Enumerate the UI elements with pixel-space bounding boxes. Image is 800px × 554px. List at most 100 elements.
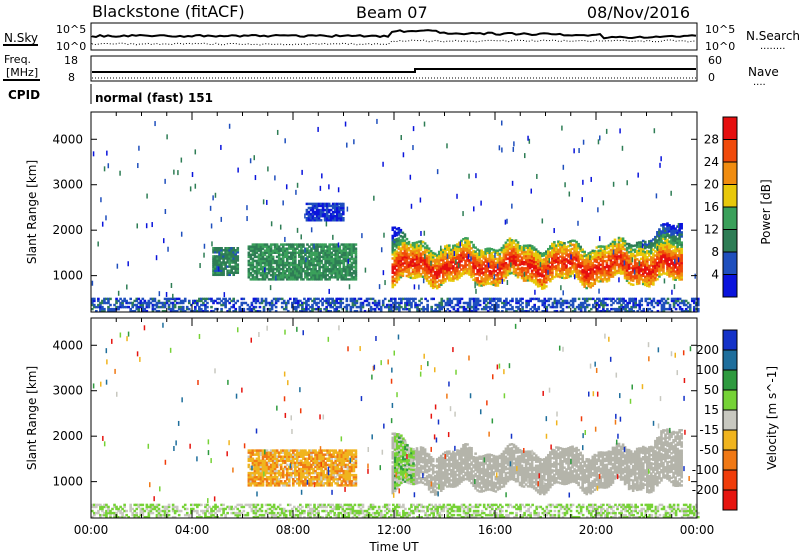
noise-speck <box>528 138 531 144</box>
heatmap-cell <box>632 297 635 301</box>
heatmap-cell <box>277 272 281 275</box>
heatmap-cell <box>605 269 609 273</box>
heatmap-cell <box>319 202 323 206</box>
noise-speck <box>582 139 585 145</box>
heatmap-cell <box>269 253 273 257</box>
heatmap-cell <box>536 270 540 274</box>
heatmap-cell <box>323 299 326 303</box>
heatmap-cell <box>141 305 145 309</box>
heatmap-cell <box>247 274 251 277</box>
heatmap-cell <box>555 258 558 262</box>
heatmap-cell <box>585 260 589 263</box>
heatmap-cell <box>413 250 417 253</box>
heatmap-cell <box>281 259 285 263</box>
heatmap-cell <box>672 243 675 246</box>
heatmap-cell <box>407 267 411 270</box>
heatmap-cell <box>107 309 110 313</box>
heatmap-cell <box>557 242 560 245</box>
noise-speck <box>402 152 405 158</box>
heatmap-cell <box>625 259 629 262</box>
heatmap-cell <box>232 251 236 254</box>
heatmap-cell <box>157 305 161 309</box>
heatmap-cell <box>405 250 409 253</box>
noise-speck <box>262 199 265 205</box>
heatmap-cell <box>666 255 669 258</box>
heatmap-cell <box>466 243 469 246</box>
noise-speck <box>436 169 439 175</box>
heatmap-cell <box>555 244 558 247</box>
heatmap-cell <box>585 278 589 282</box>
heatmap-cell <box>252 299 256 303</box>
heatmap-cell <box>429 249 433 253</box>
heatmap-cell <box>113 309 116 313</box>
heatmap-cell <box>393 257 397 260</box>
heatmap-cell <box>293 299 296 303</box>
heatmap-cell <box>524 244 528 248</box>
heatmap-cell <box>320 274 323 277</box>
heatmap-cell <box>484 299 488 303</box>
heatmap-cell <box>335 309 339 313</box>
heatmap-cell <box>330 269 333 273</box>
heatmap-cell <box>502 256 506 260</box>
heatmap-cell <box>645 272 649 275</box>
heatmap-cell <box>291 257 295 261</box>
heatmap-cell <box>389 299 393 303</box>
heatmap-cell <box>583 267 586 270</box>
heatmap-cell <box>151 297 155 301</box>
heatmap-cell <box>339 204 343 208</box>
heatmap-cell <box>393 248 397 252</box>
heatmap-cell <box>350 274 354 277</box>
heatmap-cell <box>516 245 520 248</box>
heatmap-cell <box>678 241 681 244</box>
heatmap-cell <box>415 265 419 269</box>
heatmap-cell <box>519 303 522 307</box>
heatmap-cell <box>397 237 401 240</box>
heatmap-cell <box>652 244 655 247</box>
heatmap-cell <box>306 263 309 267</box>
heatmap-cell <box>678 249 681 253</box>
heatmap-cell <box>650 270 653 273</box>
heatmap-cell <box>660 234 663 237</box>
heatmap-cell <box>474 262 477 266</box>
heatmap-cell <box>258 309 262 313</box>
noise-speck <box>530 188 533 194</box>
heatmap-cell <box>478 259 481 263</box>
heatmap-cell <box>524 271 528 274</box>
heatmap-cell <box>316 257 319 261</box>
heatmap-cell <box>255 245 259 248</box>
heatmap-cell <box>247 251 251 254</box>
heatmap-cell <box>452 250 455 254</box>
heatmap-cell <box>488 299 492 303</box>
heatmap-cell <box>214 251 217 254</box>
heatmap-cell <box>530 277 534 281</box>
heatmap-cell <box>643 244 647 248</box>
heatmap-cell <box>528 254 532 258</box>
heatmap-cell <box>410 303 413 307</box>
heatmap-cell <box>569 268 572 272</box>
heatmap-cell <box>662 235 665 238</box>
heatmap-cell <box>522 246 526 250</box>
heatmap-cell <box>342 259 346 263</box>
heatmap-cell <box>583 254 586 258</box>
heatmap-cell <box>352 247 356 250</box>
heatmap-cell <box>456 297 460 301</box>
heatmap-cell <box>272 303 276 307</box>
heatmap-cell <box>468 246 471 250</box>
noise-speck <box>510 262 512 268</box>
heatmap-cell <box>478 257 481 261</box>
heatmap-cell <box>289 272 293 275</box>
heatmap-cell <box>577 244 580 248</box>
heatmap-cell <box>468 299 472 303</box>
heatmap-cell <box>423 268 427 272</box>
heatmap-cell <box>391 240 395 244</box>
heatmap-cell <box>273 274 277 277</box>
heatmap-cell <box>354 267 358 271</box>
heatmap-cell <box>265 261 269 265</box>
heatmap-cell <box>439 263 443 266</box>
heatmap-cell <box>408 299 411 303</box>
heatmap-cell <box>257 247 261 250</box>
heatmap-cell <box>510 255 514 258</box>
noise-speck <box>364 267 367 273</box>
heatmap-cell <box>472 251 475 255</box>
heatmap-cell <box>634 305 637 309</box>
